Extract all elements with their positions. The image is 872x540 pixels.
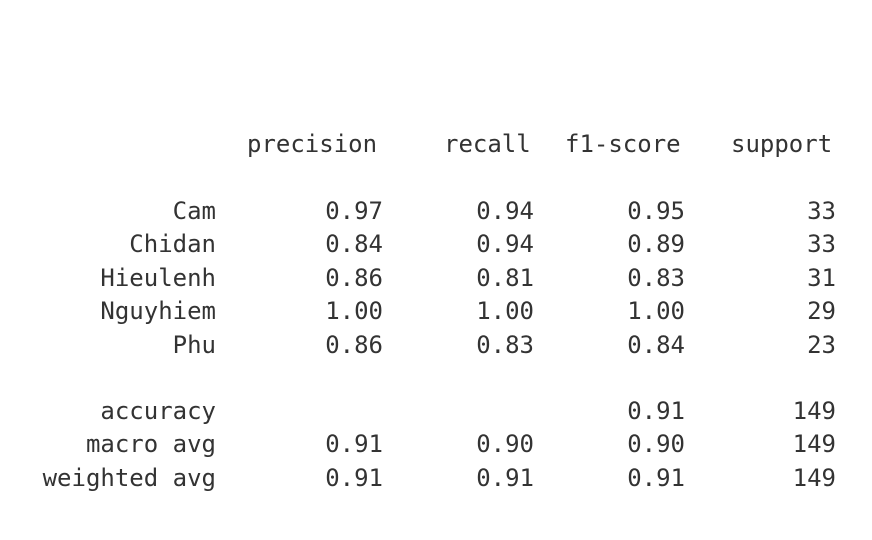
support-value: 31 bbox=[807, 264, 836, 292]
row-label: weighted avg bbox=[42, 464, 216, 492]
row-label: accuracy bbox=[100, 397, 216, 425]
support-value: 29 bbox=[807, 297, 836, 325]
header-f1-score: f1-score bbox=[565, 130, 681, 158]
f1-score-value: 0.90 bbox=[627, 430, 685, 458]
row-label: Hieulenh bbox=[100, 264, 216, 292]
support-value: 23 bbox=[807, 331, 836, 359]
header-precision: precision bbox=[247, 130, 378, 158]
recall-value: 0.91 bbox=[476, 464, 534, 492]
recall-value: 1.00 bbox=[476, 297, 534, 325]
row-label: Phu bbox=[172, 331, 216, 359]
support-value: 149 bbox=[792, 430, 836, 458]
summary-row-accuracy: accuracy 0.91 149 bbox=[0, 396, 872, 426]
precision-value: 0.97 bbox=[325, 197, 383, 225]
recall-value: 0.90 bbox=[476, 430, 534, 458]
f1-score-value: 0.89 bbox=[627, 230, 685, 258]
header-row: precision recall f1-score support bbox=[0, 129, 872, 159]
f1-score-value: 1.00 bbox=[627, 297, 685, 325]
f1-score-value: 0.84 bbox=[627, 331, 685, 359]
table-row: Chidan 0.84 0.94 0.89 33 bbox=[0, 229, 872, 259]
support-value: 33 bbox=[807, 230, 836, 258]
table-row: Hieulenh 0.86 0.81 0.83 31 bbox=[0, 263, 872, 293]
header-support: support bbox=[731, 130, 833, 158]
row-label: Cam bbox=[172, 197, 216, 225]
f1-score-value: 0.91 bbox=[627, 464, 685, 492]
precision-value: 1.00 bbox=[325, 297, 383, 325]
row-label: Chidan bbox=[129, 230, 216, 258]
f1-score-value: 0.91 bbox=[627, 397, 685, 425]
summary-row-macro-avg: macro avg 0.91 0.90 0.90 149 bbox=[0, 429, 872, 459]
f1-score-value: 0.83 bbox=[627, 264, 685, 292]
support-value: 33 bbox=[807, 197, 836, 225]
precision-value: 0.84 bbox=[325, 230, 383, 258]
row-label: macro avg bbox=[85, 430, 216, 458]
header-recall: recall bbox=[444, 130, 531, 158]
f1-score-value: 0.95 bbox=[627, 197, 685, 225]
precision-value: 0.86 bbox=[325, 331, 383, 359]
table-row: Phu 0.86 0.83 0.84 23 bbox=[0, 330, 872, 360]
table-row: Cam 0.97 0.94 0.95 33 bbox=[0, 196, 872, 226]
table-row: Nguyhiem 1.00 1.00 1.00 29 bbox=[0, 296, 872, 326]
recall-value: 0.94 bbox=[476, 230, 534, 258]
precision-value: 0.91 bbox=[325, 464, 383, 492]
row-label: Nguyhiem bbox=[100, 297, 216, 325]
support-value: 149 bbox=[792, 397, 836, 425]
recall-value: 0.83 bbox=[476, 331, 534, 359]
precision-value: 0.86 bbox=[325, 264, 383, 292]
precision-value: 0.91 bbox=[325, 430, 383, 458]
summary-row-weighted-avg: weighted avg 0.91 0.91 0.91 149 bbox=[0, 463, 872, 493]
recall-value: 0.81 bbox=[476, 264, 534, 292]
support-value: 149 bbox=[792, 464, 836, 492]
recall-value: 0.94 bbox=[476, 197, 534, 225]
